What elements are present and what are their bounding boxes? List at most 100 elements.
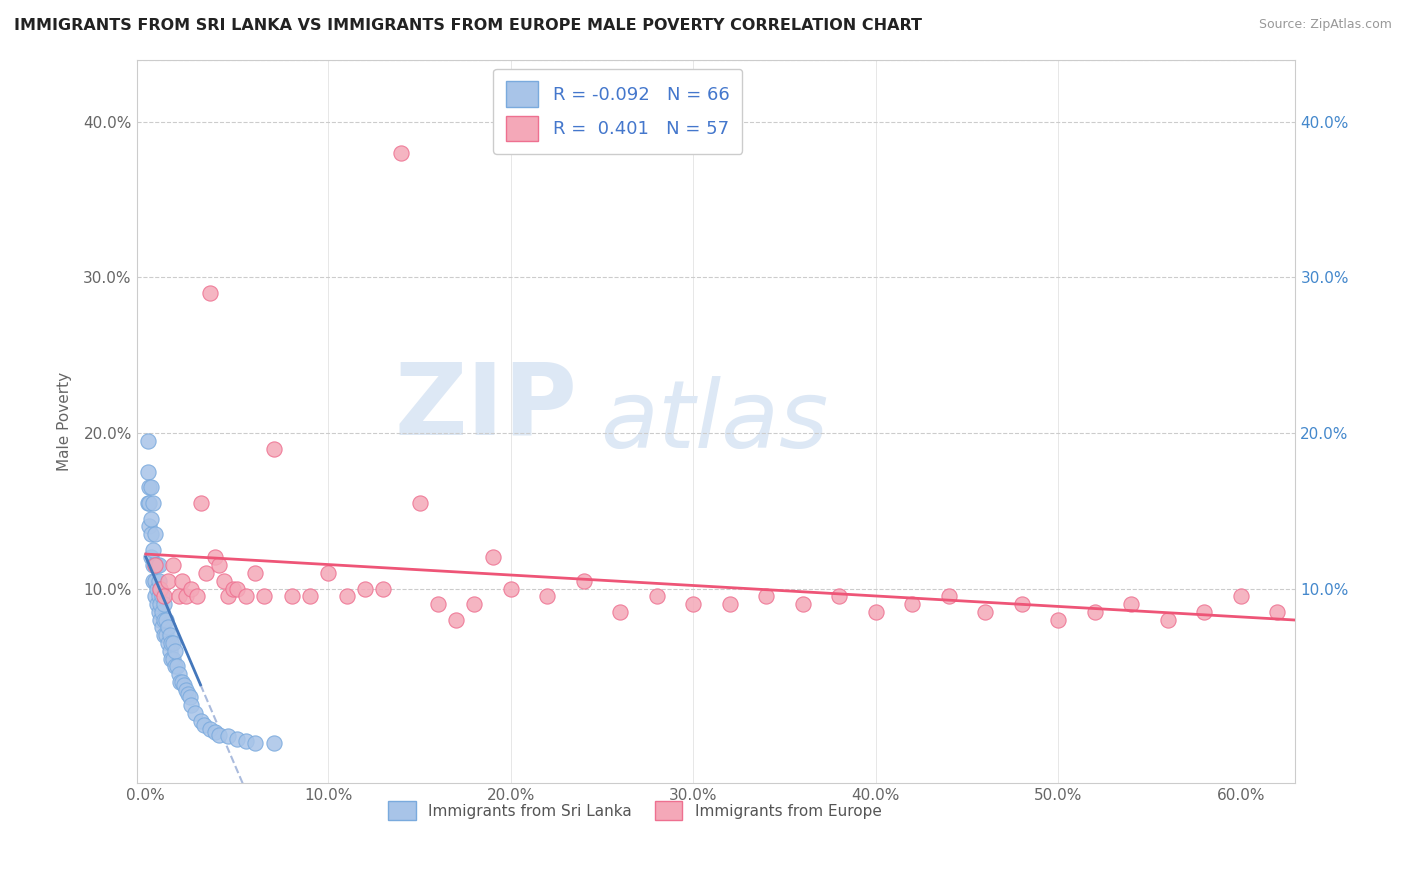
Point xyxy=(141,550,163,565)
Point xyxy=(153,613,176,627)
Point xyxy=(156,620,179,634)
Point xyxy=(204,724,226,739)
Point xyxy=(193,718,215,732)
Point xyxy=(198,722,221,736)
Point xyxy=(204,550,226,565)
Point xyxy=(1157,613,1180,627)
Point xyxy=(143,590,166,604)
Point xyxy=(141,480,163,494)
Point xyxy=(167,590,190,604)
Point xyxy=(974,605,997,619)
Point xyxy=(143,558,166,573)
Point xyxy=(263,442,285,456)
Point xyxy=(177,687,200,701)
Point xyxy=(163,659,186,673)
Point xyxy=(156,636,179,650)
Point xyxy=(718,597,741,611)
Y-axis label: Male Poverty: Male Poverty xyxy=(58,372,72,471)
Point xyxy=(463,597,485,611)
Point xyxy=(150,605,173,619)
Text: IMMIGRANTS FROM SRI LANKA VS IMMIGRANTS FROM EUROPE MALE POVERTY CORRELATION CHA: IMMIGRANTS FROM SRI LANKA VS IMMIGRANTS … xyxy=(14,18,922,33)
Point xyxy=(148,558,170,573)
Point xyxy=(1047,613,1070,627)
Point xyxy=(150,590,173,604)
Point xyxy=(143,527,166,541)
Text: Source: ZipAtlas.com: Source: ZipAtlas.com xyxy=(1258,18,1392,31)
Point xyxy=(184,706,207,720)
Point xyxy=(149,582,172,596)
Point xyxy=(298,590,321,604)
Point xyxy=(316,566,339,580)
Point xyxy=(335,590,357,604)
Point xyxy=(162,558,184,573)
Point xyxy=(149,597,172,611)
Point xyxy=(190,496,212,510)
Point xyxy=(159,628,181,642)
Point xyxy=(150,620,173,634)
Legend: Immigrants from Sri Lanka, Immigrants from Europe: Immigrants from Sri Lanka, Immigrants fr… xyxy=(382,795,887,826)
Point xyxy=(148,605,170,619)
Point xyxy=(169,674,191,689)
Point xyxy=(136,465,159,479)
Point xyxy=(172,574,194,588)
Point xyxy=(180,582,202,596)
Point xyxy=(755,590,778,604)
Point xyxy=(1192,605,1215,619)
Point xyxy=(444,613,467,627)
Point xyxy=(536,590,558,604)
Point xyxy=(159,644,181,658)
Point xyxy=(166,659,188,673)
Point xyxy=(222,582,245,596)
Point xyxy=(136,434,159,448)
Point xyxy=(172,674,194,689)
Point xyxy=(263,735,285,749)
Point xyxy=(145,597,167,611)
Point xyxy=(253,590,276,604)
Point xyxy=(186,590,208,604)
Point xyxy=(142,558,165,573)
Point xyxy=(156,574,179,588)
Point xyxy=(149,613,172,627)
Point xyxy=(645,590,668,604)
Point xyxy=(426,597,449,611)
Point xyxy=(572,574,595,588)
Point xyxy=(143,574,166,588)
Point xyxy=(162,651,184,665)
Point xyxy=(160,636,183,650)
Point xyxy=(1229,590,1251,604)
Point xyxy=(138,480,160,494)
Point xyxy=(174,682,197,697)
Point xyxy=(173,678,195,692)
Point xyxy=(153,628,176,642)
Point xyxy=(245,566,267,580)
Point xyxy=(145,558,167,573)
Point xyxy=(153,590,176,604)
Point xyxy=(148,590,170,604)
Point xyxy=(142,496,165,510)
Point xyxy=(389,145,412,160)
Point xyxy=(142,574,165,588)
Point xyxy=(141,511,163,525)
Point xyxy=(155,628,177,642)
Point xyxy=(136,496,159,510)
Point xyxy=(226,582,249,596)
Point xyxy=(167,667,190,681)
Point xyxy=(138,519,160,533)
Point xyxy=(938,590,960,604)
Point xyxy=(235,590,257,604)
Point xyxy=(217,590,239,604)
Point xyxy=(143,558,166,573)
Point xyxy=(865,605,887,619)
Point xyxy=(499,582,522,596)
Point xyxy=(145,582,167,596)
Point xyxy=(235,734,257,748)
Point xyxy=(371,582,394,596)
Point xyxy=(226,732,249,747)
Point xyxy=(190,714,212,728)
Point xyxy=(153,597,176,611)
Point xyxy=(828,590,851,604)
Point xyxy=(1265,605,1288,619)
Point xyxy=(353,582,375,596)
Point xyxy=(901,597,924,611)
Point xyxy=(174,590,197,604)
